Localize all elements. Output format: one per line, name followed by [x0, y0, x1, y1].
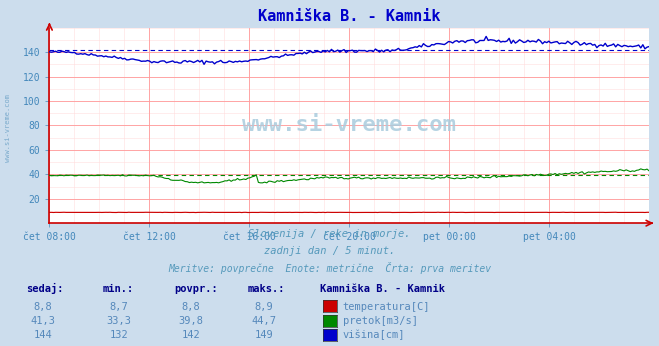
Title: Kamniška B. - Kamnik: Kamniška B. - Kamnik	[258, 9, 440, 24]
Text: 39,8: 39,8	[179, 316, 204, 326]
Text: 132: 132	[109, 330, 128, 340]
Text: sedaj:: sedaj:	[26, 283, 64, 294]
Text: 8,7: 8,7	[109, 302, 128, 312]
Text: www.si-vreme.com: www.si-vreme.com	[243, 116, 456, 135]
Text: 142: 142	[182, 330, 200, 340]
Text: 41,3: 41,3	[30, 316, 55, 326]
Text: www.si-vreme.com: www.si-vreme.com	[5, 94, 11, 162]
Text: Slovenija / reke in morje.: Slovenija / reke in morje.	[248, 229, 411, 239]
Text: višina[cm]: višina[cm]	[343, 330, 405, 340]
Text: Kamniška B. - Kamnik: Kamniška B. - Kamnik	[320, 284, 445, 294]
Text: pretok[m3/s]: pretok[m3/s]	[343, 316, 418, 326]
Text: 149: 149	[254, 330, 273, 340]
Text: 144: 144	[34, 330, 52, 340]
Text: 8,8: 8,8	[34, 302, 52, 312]
Text: 33,3: 33,3	[106, 316, 131, 326]
Text: zadnji dan / 5 minut.: zadnji dan / 5 minut.	[264, 246, 395, 256]
Text: 8,8: 8,8	[182, 302, 200, 312]
Text: temperatura[C]: temperatura[C]	[343, 302, 430, 312]
Text: 44,7: 44,7	[251, 316, 276, 326]
Text: min.:: min.:	[102, 284, 133, 294]
Text: povpr.:: povpr.:	[175, 284, 218, 294]
Text: 8,9: 8,9	[254, 302, 273, 312]
Text: maks.:: maks.:	[247, 284, 285, 294]
Text: Meritve: povprečne  Enote: metrične  Črta: prva meritev: Meritve: povprečne Enote: metrične Črta:…	[168, 262, 491, 274]
